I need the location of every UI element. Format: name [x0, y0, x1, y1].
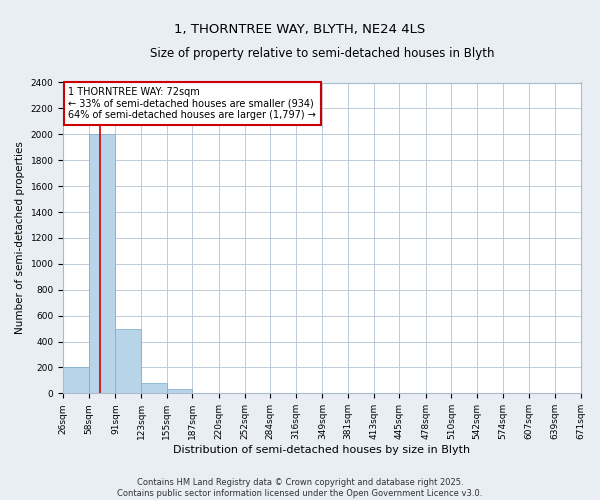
X-axis label: Distribution of semi-detached houses by size in Blyth: Distribution of semi-detached houses by … [173, 445, 470, 455]
Text: Contains HM Land Registry data © Crown copyright and database right 2025.
Contai: Contains HM Land Registry data © Crown c… [118, 478, 482, 498]
Bar [141, 383, 167, 394]
Text: 1, THORNTREE WAY, BLYTH, NE24 4LS: 1, THORNTREE WAY, BLYTH, NE24 4LS [175, 22, 425, 36]
Bar [63, 368, 89, 394]
Text: 1 THORNTREE WAY: 72sqm
← 33% of semi-detached houses are smaller (934)
64% of se: 1 THORNTREE WAY: 72sqm ← 33% of semi-det… [68, 87, 316, 120]
Title: Size of property relative to semi-detached houses in Blyth: Size of property relative to semi-detach… [149, 48, 494, 60]
Bar [115, 328, 141, 394]
Bar [89, 134, 115, 394]
Bar [167, 390, 193, 394]
Y-axis label: Number of semi-detached properties: Number of semi-detached properties [15, 142, 25, 334]
